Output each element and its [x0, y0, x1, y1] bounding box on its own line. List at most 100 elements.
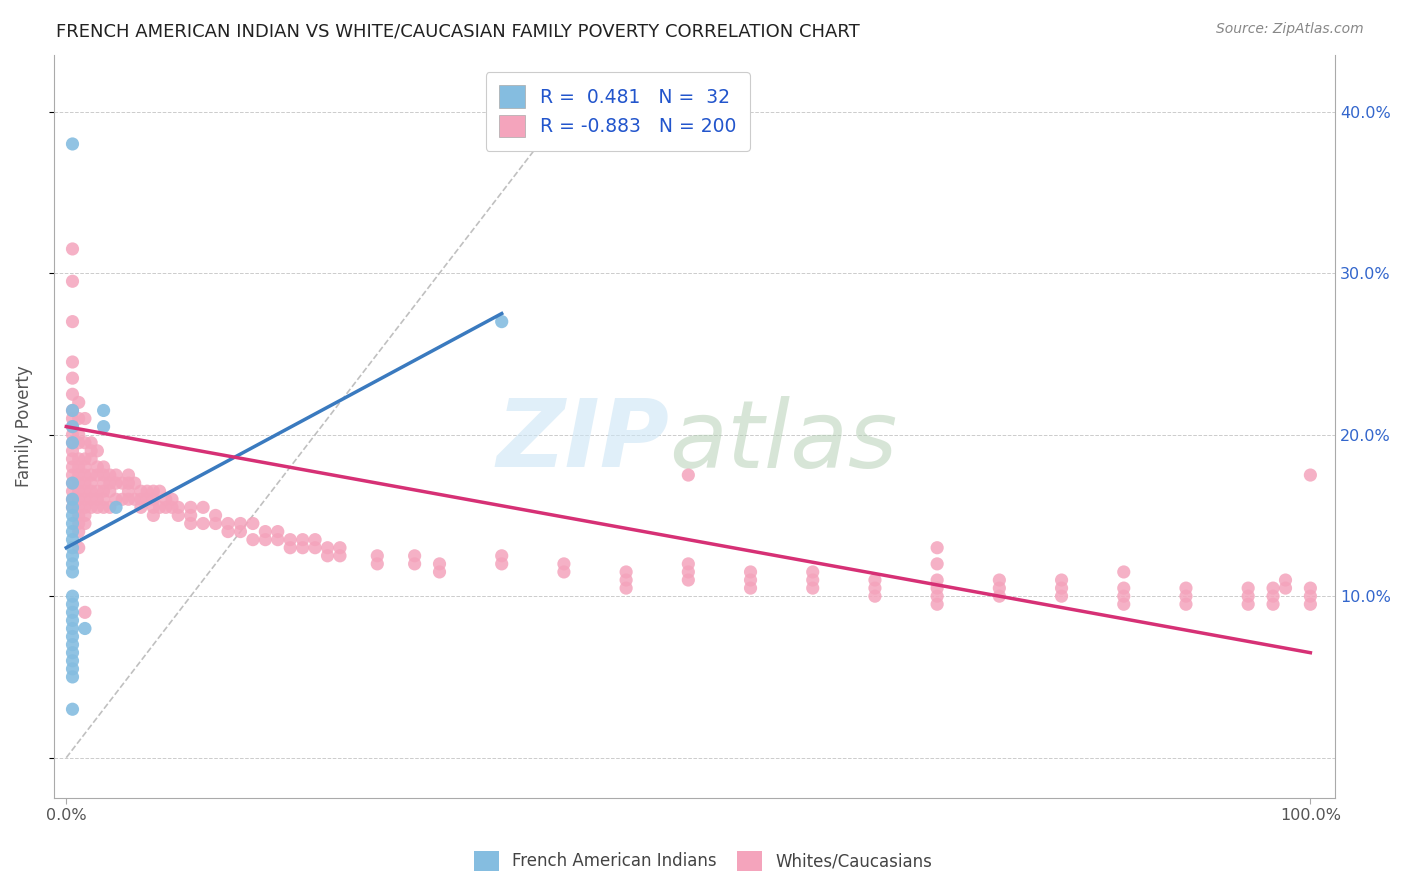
Point	[93, 492, 115, 507]
Point	[191, 516, 214, 531]
Text: Source: ZipAtlas.com: Source: ZipAtlas.com	[1216, 22, 1364, 37]
Point	[62, 702, 84, 716]
Point	[93, 403, 115, 417]
Point	[404, 557, 426, 571]
Point	[142, 508, 165, 523]
Point	[149, 484, 172, 499]
Point	[160, 500, 183, 515]
Point	[278, 533, 301, 547]
Point	[62, 614, 84, 628]
Point	[62, 541, 84, 555]
Point	[62, 403, 84, 417]
Point	[491, 557, 513, 571]
Point	[62, 136, 84, 151]
Point	[1261, 581, 1284, 595]
Point	[62, 403, 84, 417]
Point	[86, 484, 108, 499]
Point	[927, 589, 949, 603]
Point	[1299, 589, 1322, 603]
Point	[62, 468, 84, 483]
Point	[242, 533, 264, 547]
Legend: R =  0.481   N =  32, R = -0.883   N = 200: R = 0.481 N = 32, R = -0.883 N = 200	[485, 72, 749, 151]
Text: atlas: atlas	[669, 396, 897, 487]
Point	[80, 435, 103, 450]
Point	[1274, 581, 1296, 595]
Point	[267, 524, 290, 539]
Point	[67, 435, 90, 450]
Point	[491, 549, 513, 563]
Point	[304, 533, 326, 547]
Point	[67, 451, 90, 466]
Point	[73, 411, 96, 425]
Point	[1274, 573, 1296, 587]
Point	[62, 597, 84, 611]
Point	[73, 516, 96, 531]
Point	[62, 622, 84, 636]
Point	[191, 500, 214, 515]
Point	[180, 508, 202, 523]
Point	[73, 484, 96, 499]
Point	[62, 492, 84, 507]
Point	[62, 549, 84, 563]
Point	[142, 500, 165, 515]
Point	[117, 492, 139, 507]
Point	[136, 484, 159, 499]
Point	[98, 500, 121, 515]
Point	[67, 427, 90, 442]
Point	[155, 500, 177, 515]
Point	[291, 533, 314, 547]
Point	[62, 484, 84, 499]
Point	[429, 557, 451, 571]
Point	[1299, 468, 1322, 483]
Point	[614, 565, 637, 579]
Point	[111, 492, 134, 507]
Point	[62, 500, 84, 515]
Point	[73, 605, 96, 619]
Text: FRENCH AMERICAN INDIAN VS WHITE/CAUCASIAN FAMILY POVERTY CORRELATION CHART: FRENCH AMERICAN INDIAN VS WHITE/CAUCASIA…	[56, 22, 860, 40]
Point	[67, 500, 90, 515]
Point	[180, 500, 202, 515]
Point	[62, 565, 84, 579]
Point	[80, 451, 103, 466]
Point	[93, 419, 115, 434]
Point	[67, 395, 90, 409]
Point	[62, 662, 84, 676]
Point	[105, 476, 128, 491]
Point	[217, 516, 239, 531]
Point	[988, 573, 1011, 587]
Point	[80, 443, 103, 458]
Point	[217, 524, 239, 539]
Point	[105, 500, 128, 515]
Point	[142, 492, 165, 507]
Point	[740, 573, 762, 587]
Point	[291, 541, 314, 555]
Point	[316, 541, 339, 555]
Point	[927, 573, 949, 587]
Point	[366, 549, 388, 563]
Point	[62, 557, 84, 571]
Point	[62, 427, 84, 442]
Point	[62, 533, 84, 547]
Point	[80, 500, 103, 515]
Point	[124, 476, 146, 491]
Point	[62, 670, 84, 684]
Point	[129, 484, 152, 499]
Point	[117, 484, 139, 499]
Point	[927, 557, 949, 571]
Point	[86, 492, 108, 507]
Point	[329, 541, 352, 555]
Point	[129, 500, 152, 515]
Point	[1237, 597, 1260, 611]
Point	[678, 468, 700, 483]
Point	[136, 492, 159, 507]
Point	[105, 492, 128, 507]
Point	[254, 533, 277, 547]
Point	[180, 516, 202, 531]
Point	[1175, 581, 1198, 595]
Point	[1112, 565, 1135, 579]
Point	[62, 638, 84, 652]
Point	[927, 581, 949, 595]
Point	[67, 541, 90, 555]
Point	[117, 468, 139, 483]
Point	[62, 419, 84, 434]
